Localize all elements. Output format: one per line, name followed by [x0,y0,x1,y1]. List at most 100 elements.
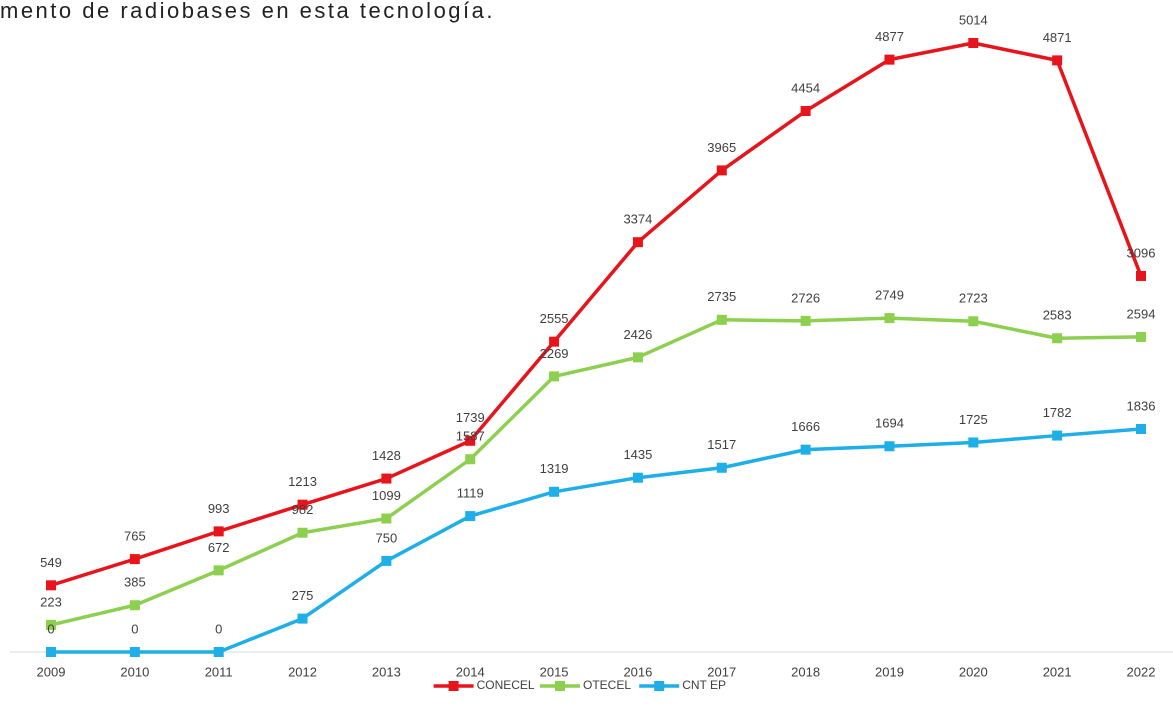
marker [549,336,560,347]
marker [1052,430,1063,441]
x-tick-label: 2010 [120,664,149,679]
marker [297,527,308,538]
marker [46,580,56,591]
data-label: 1694 [875,416,904,431]
data-label: 1428 [372,448,401,463]
marker [632,352,643,363]
marker [632,472,643,483]
legend-label: OTECEL [583,678,631,692]
x-tick-label: 2011 [205,664,233,679]
marker [884,54,895,65]
data-label: 1725 [959,412,988,427]
data-label: 3096 [1127,245,1156,260]
data-label: 2583 [1043,308,1072,323]
x-tick-label: 2013 [372,664,401,679]
marker [129,554,140,565]
data-label: 765 [124,529,146,544]
data-label: 1739 [456,410,485,425]
data-label: 3374 [623,212,652,227]
marker [213,565,224,576]
marker [549,486,560,497]
marker [46,619,56,630]
data-label: 1213 [288,474,317,489]
data-label: 750 [376,530,398,545]
data-label: 4454 [791,80,820,95]
data-label: 1435 [623,447,652,462]
marker [884,441,895,452]
marker [1052,333,1063,344]
marker [968,316,979,327]
x-tick-label: 2017 [707,664,736,679]
marker [213,647,224,657]
data-label: 2749 [875,288,904,303]
x-tick-label: 2012 [288,664,317,679]
marker [465,511,476,522]
marker [1136,423,1146,434]
data-label: 1836 [1127,398,1156,413]
x-tick-label: 2016 [623,664,652,679]
x-tick-label: 2018 [791,664,820,679]
marker [884,313,895,324]
data-label: 0 [131,621,138,636]
data-label: 2269 [540,346,569,361]
data-label: 1119 [457,486,484,501]
legend-label: CNT EP [682,678,726,692]
legend-marker [448,681,459,691]
series-line [50,316,1142,627]
data-label: 672 [208,540,230,555]
marker [297,613,308,624]
marker [716,462,727,473]
x-tick-label: 2022 [1127,664,1156,679]
x-tick-label: 2014 [456,664,485,679]
data-label: 1666 [791,419,820,434]
data-label: 4877 [875,29,904,44]
data-label: 3965 [707,140,736,155]
data-label: 5014 [959,12,988,27]
series-line [50,41,1143,587]
data-label: 2735 [707,289,736,304]
marker [1136,270,1146,281]
x-tick-label: 2020 [959,664,988,679]
marker [800,106,811,117]
marker [800,315,811,326]
x-tick-label: 2019 [875,664,904,679]
data-label: 275 [292,588,314,603]
marker [465,454,476,465]
data-label: 4871 [1043,30,1072,45]
marker [297,499,308,510]
x-tick-label: 2015 [540,664,569,679]
data-label: 2594 [1127,306,1156,321]
marker [1136,331,1146,342]
marker [129,647,140,657]
marker [381,555,392,566]
legend-marker [654,681,665,691]
data-label: 993 [208,501,230,516]
chart-title: mento de radiobases en esta tecnología. [0,0,495,23]
data-label: 1319 [540,461,569,476]
marker [213,526,224,537]
data-label: 0 [215,621,222,636]
series-line [51,427,1142,654]
data-label: 223 [40,594,62,609]
marker [381,473,392,484]
x-tick-label: 2021 [1043,664,1072,679]
marker [968,38,979,48]
data-label: 385 [124,575,146,590]
data-label: 0 [47,621,54,636]
marker [46,647,56,657]
legend-label: CONECEL [477,678,535,692]
marker [800,444,811,455]
marker [632,237,643,248]
data-label: 2555 [540,311,569,326]
data-label: 1099 [372,488,401,503]
marker [465,435,476,446]
data-label: 1782 [1043,405,1072,420]
marker [381,513,392,524]
marker [968,437,979,448]
legend-marker [555,681,565,691]
x-tick-label: 2009 [37,664,66,679]
marker [716,165,727,176]
marker [716,314,727,325]
marker [129,600,140,611]
